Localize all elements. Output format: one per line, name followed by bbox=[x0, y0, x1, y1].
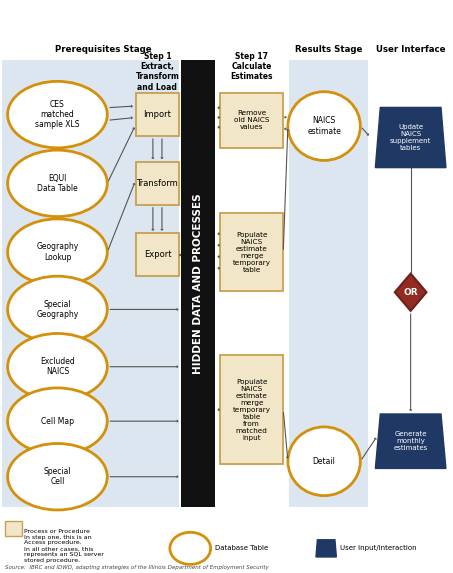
Text: Import: Import bbox=[144, 110, 171, 119]
Text: Source:  IBRC and IDWD, adapting strategies of the Illinois Department of Employ: Source: IBRC and IDWD, adapting strategi… bbox=[5, 565, 268, 570]
Text: Database Table: Database Table bbox=[215, 545, 269, 551]
Text: Export: Export bbox=[144, 250, 171, 260]
Text: Step 1
Extract,
Transform
and Load: Step 1 Extract, Transform and Load bbox=[135, 52, 179, 92]
Text: Generate
monthly
estimates: Generate monthly estimates bbox=[394, 431, 428, 451]
Text: Results Stage: Results Stage bbox=[295, 45, 362, 54]
Bar bbox=[135, 93, 179, 136]
Ellipse shape bbox=[170, 532, 211, 564]
Ellipse shape bbox=[288, 427, 361, 496]
Text: Remove
old NAICS
values: Remove old NAICS values bbox=[234, 111, 270, 130]
Text: Excluded
NAICS: Excluded NAICS bbox=[40, 357, 75, 376]
Text: Prerequisites Stage: Prerequisites Stage bbox=[55, 45, 151, 54]
Text: Special
Geography: Special Geography bbox=[36, 300, 78, 319]
Polygon shape bbox=[376, 414, 446, 469]
Ellipse shape bbox=[8, 81, 107, 148]
Polygon shape bbox=[316, 540, 336, 557]
Ellipse shape bbox=[8, 333, 107, 400]
Polygon shape bbox=[376, 108, 446, 167]
Text: Special
Cell: Special Cell bbox=[43, 467, 71, 486]
Ellipse shape bbox=[288, 92, 361, 160]
Bar bbox=[220, 355, 283, 464]
Bar bbox=[135, 162, 179, 205]
Bar bbox=[5, 521, 22, 536]
Text: HIDDEN DATA AND PROCESSES: HIDDEN DATA AND PROCESSES bbox=[193, 193, 203, 374]
Text: Step 17
Calculate
Estimates: Step 17 Calculate Estimates bbox=[231, 52, 273, 81]
Text: Process or Procedure
In step one, this is an
Access procedure.
In all other case: Process or Procedure In step one, this i… bbox=[24, 529, 103, 563]
Bar bbox=[220, 213, 283, 291]
Text: Populate
NAICS
estimate
merge
temporary
table
from
matched
input: Populate NAICS estimate merge temporary … bbox=[233, 379, 270, 441]
Text: NAICS
estimate: NAICS estimate bbox=[307, 116, 341, 136]
Text: Populate
NAICS
estimate
merge
temporary
table: Populate NAICS estimate merge temporary … bbox=[233, 231, 270, 273]
Ellipse shape bbox=[8, 388, 107, 454]
Ellipse shape bbox=[8, 219, 107, 285]
Polygon shape bbox=[395, 274, 427, 311]
Text: Transform: Transform bbox=[136, 179, 178, 188]
Bar bbox=[2, 60, 179, 507]
Text: User Interface: User Interface bbox=[376, 45, 445, 54]
Text: Detail: Detail bbox=[313, 457, 336, 466]
Text: Update
NAICS
supplement
tables: Update NAICS supplement tables bbox=[390, 124, 431, 151]
Text: Cell Map: Cell Map bbox=[41, 417, 74, 426]
Text: User input/interaction: User input/interaction bbox=[340, 545, 416, 551]
Bar bbox=[181, 60, 215, 507]
Ellipse shape bbox=[8, 444, 107, 510]
Ellipse shape bbox=[8, 150, 107, 217]
Text: EQUI
Data Table: EQUI Data Table bbox=[37, 174, 78, 193]
Text: OR: OR bbox=[403, 288, 418, 297]
Bar bbox=[220, 93, 283, 147]
Text: CES
matched
sample XLS: CES matched sample XLS bbox=[35, 100, 80, 129]
Text: Geography
Lookup: Geography Lookup bbox=[36, 242, 78, 262]
Ellipse shape bbox=[8, 276, 107, 343]
Bar bbox=[289, 60, 368, 507]
Bar bbox=[135, 234, 179, 276]
